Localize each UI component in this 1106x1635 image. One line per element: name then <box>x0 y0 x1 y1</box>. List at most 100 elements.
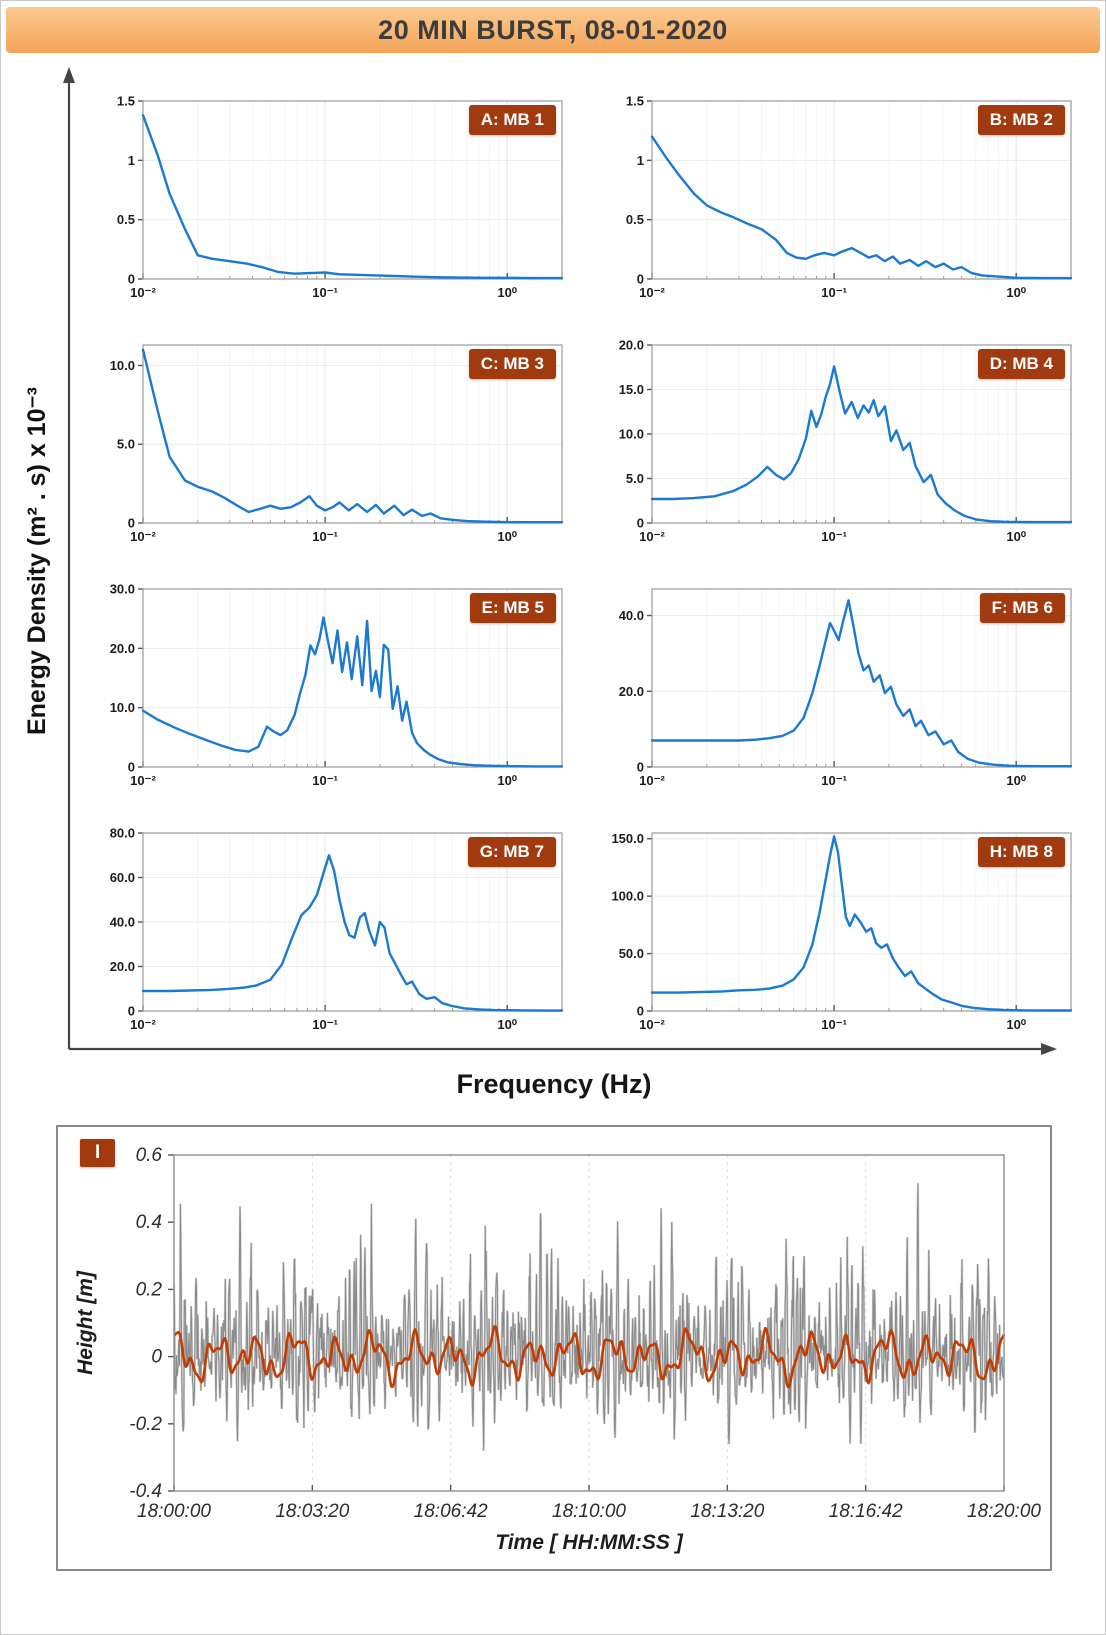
panel-a-badge: A: MB 1 <box>468 105 556 135</box>
chart-h-canvas: 0 50.0 100.0 150.0 10⁻² 10⁻¹ 10⁰ <box>611 831 1073 1032</box>
svg-text:10⁻²: 10⁻² <box>639 773 665 788</box>
svg-text:0: 0 <box>637 760 644 775</box>
panel-h-badge: H: MB 8 <box>977 837 1065 867</box>
subplot-a: 0 0.5 1 1.5 10⁻² 10⁻¹ 10⁰ A: MB 1 <box>93 87 574 309</box>
svg-text:0: 0 <box>128 1004 135 1019</box>
svg-text:10⁻¹: 10⁻¹ <box>821 773 847 788</box>
svg-text:10⁻²: 10⁻² <box>130 1017 156 1032</box>
svg-text:10⁻¹: 10⁻¹ <box>312 773 338 788</box>
svg-text:0: 0 <box>128 272 135 287</box>
svg-text:10⁰: 10⁰ <box>497 1017 517 1032</box>
svg-text:20.0: 20.0 <box>619 338 644 353</box>
svg-text:10⁰: 10⁰ <box>1006 773 1026 788</box>
svg-text:10⁻²: 10⁻² <box>639 529 665 544</box>
panel-e-badge: E: MB 5 <box>469 593 556 623</box>
svg-text:100.0: 100.0 <box>611 889 644 904</box>
spectra-grid: 0 0.5 1 1.5 10⁻² 10⁻¹ 10⁰ A: MB 1 0 0.5 1 1.5 10⁻²… <box>93 87 1083 1041</box>
svg-text:10⁻¹: 10⁻¹ <box>821 529 847 544</box>
svg-text:5.0: 5.0 <box>626 471 644 486</box>
svg-text:-0.4: -0.4 <box>129 1481 162 1502</box>
svg-text:0.2: 0.2 <box>136 1279 163 1300</box>
svg-text:18:16:42: 18:16:42 <box>829 1501 903 1522</box>
svg-text:18:03:20: 18:03:20 <box>275 1501 349 1522</box>
svg-text:10⁻¹: 10⁻¹ <box>821 285 847 300</box>
svg-text:10⁻¹: 10⁻¹ <box>312 529 338 544</box>
svg-text:-0.2: -0.2 <box>129 1414 162 1435</box>
svg-text:10⁻¹: 10⁻¹ <box>821 1017 847 1032</box>
svg-text:10⁻¹: 10⁻¹ <box>312 1017 338 1032</box>
subplot-d: 0 5.0 10.0 15.0 20.0 10⁻² 10⁻¹ 10⁰ D: MB 4 <box>602 331 1083 553</box>
svg-text:Time [ HH:MM:SS ]: Time [ HH:MM:SS ] <box>495 1531 683 1554</box>
svg-text:10.0: 10.0 <box>110 358 135 373</box>
svg-text:10⁻²: 10⁻² <box>130 529 156 544</box>
svg-text:0: 0 <box>637 516 644 531</box>
subplot-b: 0 0.5 1 1.5 10⁻² 10⁻¹ 10⁰ B: MB 2 <box>602 87 1083 309</box>
svg-text:0: 0 <box>128 516 135 531</box>
svg-text:40.0: 40.0 <box>110 915 135 930</box>
panel-d-badge: D: MB 4 <box>977 349 1065 379</box>
svg-text:150.0: 150.0 <box>611 831 644 846</box>
svg-text:10⁰: 10⁰ <box>497 285 517 300</box>
energy-density-axis-label: Energy Density (m² . s) x 10⁻³ <box>23 386 51 736</box>
svg-text:1.5: 1.5 <box>117 94 135 109</box>
svg-text:0.5: 0.5 <box>117 212 135 227</box>
svg-text:5.0: 5.0 <box>117 437 135 452</box>
subplot-g: 0 20.0 40.0 60.0 80.0 10⁻² 10⁻¹ 10⁰ G: MB 7 <box>93 819 574 1041</box>
timeseries-panel: I -0.4 -0.2 0 0.2 0.4 0.6 18:00:00 18:03:20 18:0… <box>56 1125 1052 1571</box>
frequency-axis-label: Frequency (Hz) <box>456 1069 652 1099</box>
panel-g-badge: G: MB 7 <box>467 837 556 867</box>
svg-text:10⁻²: 10⁻² <box>639 285 665 300</box>
svg-text:10⁰: 10⁰ <box>1006 529 1026 544</box>
svg-text:18:20:00: 18:20:00 <box>967 1501 1041 1522</box>
svg-text:0.5: 0.5 <box>626 212 644 227</box>
svg-text:10.0: 10.0 <box>110 700 135 715</box>
svg-text:10⁻²: 10⁻² <box>130 773 156 788</box>
svg-text:0: 0 <box>128 760 135 775</box>
svg-text:20.0: 20.0 <box>619 684 644 699</box>
svg-text:18:06:42: 18:06:42 <box>414 1501 488 1522</box>
chart-a-canvas: 0 0.5 1 1.5 10⁻² 10⁻¹ 10⁰ <box>117 94 564 300</box>
panel-b-badge: B: MB 2 <box>977 105 1065 135</box>
panel-c-badge: C: MB 3 <box>468 349 556 379</box>
svg-text:10⁰: 10⁰ <box>497 773 517 788</box>
svg-text:10⁰: 10⁰ <box>497 529 517 544</box>
x-axis-arrowhead-icon <box>1041 1043 1057 1055</box>
svg-text:40.0: 40.0 <box>619 608 644 623</box>
svg-text:1: 1 <box>128 153 135 168</box>
svg-text:0: 0 <box>151 1347 162 1368</box>
svg-text:18:00:00: 18:00:00 <box>137 1501 211 1522</box>
svg-text:80.0: 80.0 <box>110 826 135 841</box>
svg-text:10⁰: 10⁰ <box>1006 285 1026 300</box>
panel-i-badge: I <box>80 1139 116 1167</box>
chart-g-canvas: 0 20.0 40.0 60.0 80.0 10⁻² 10⁻¹ 10⁰ <box>110 826 564 1032</box>
subplot-c: 0 5.0 10.0 10⁻² 10⁻¹ 10⁰ C: MB 3 <box>93 331 574 553</box>
svg-text:50.0: 50.0 <box>619 946 644 961</box>
subplot-f: 0 20.0 40.0 10⁻² 10⁻¹ 10⁰ F: MB 6 <box>602 575 1083 797</box>
subplot-e: 0 10.0 20.0 30.0 10⁻² 10⁻¹ 10⁰ E: MB 5 <box>93 575 574 797</box>
svg-text:0: 0 <box>637 272 644 287</box>
svg-text:Height [m]: Height [m] <box>74 1270 97 1375</box>
svg-text:18:13:20: 18:13:20 <box>690 1501 764 1522</box>
svg-text:1: 1 <box>637 153 644 168</box>
chart-i-canvas: -0.4 -0.2 0 0.2 0.4 0.6 18:00:00 18:03:20 18:06:… <box>74 1145 1041 1554</box>
svg-text:10⁻²: 10⁻² <box>639 1017 665 1032</box>
figure-title-bar: 20 MIN BURST, 08-01-2020 <box>6 7 1100 53</box>
svg-text:20.0: 20.0 <box>110 641 135 656</box>
svg-text:10⁻¹: 10⁻¹ <box>312 285 338 300</box>
svg-text:60.0: 60.0 <box>110 870 135 885</box>
svg-text:30.0: 30.0 <box>110 582 135 597</box>
svg-text:0: 0 <box>637 1004 644 1019</box>
svg-text:20.0: 20.0 <box>110 959 135 974</box>
svg-text:10⁻²: 10⁻² <box>130 285 156 300</box>
svg-text:10.0: 10.0 <box>619 427 644 442</box>
svg-text:1.5: 1.5 <box>626 94 644 109</box>
svg-text:15.0: 15.0 <box>619 382 644 397</box>
subplot-h: 0 50.0 100.0 150.0 10⁻² 10⁻¹ 10⁰ H: MB 8 <box>602 819 1083 1041</box>
chart-f-canvas: 0 20.0 40.0 10⁻² 10⁻¹ 10⁰ <box>619 588 1073 788</box>
svg-text:0.4: 0.4 <box>136 1212 162 1233</box>
panel-f-badge: F: MB 6 <box>979 593 1065 623</box>
svg-text:18:10:00: 18:10:00 <box>552 1501 626 1522</box>
chart-d-canvas: 0 5.0 10.0 15.0 20.0 10⁻² 10⁻¹ 10⁰ <box>619 338 1073 544</box>
y-axis-arrowhead-icon <box>63 67 75 83</box>
